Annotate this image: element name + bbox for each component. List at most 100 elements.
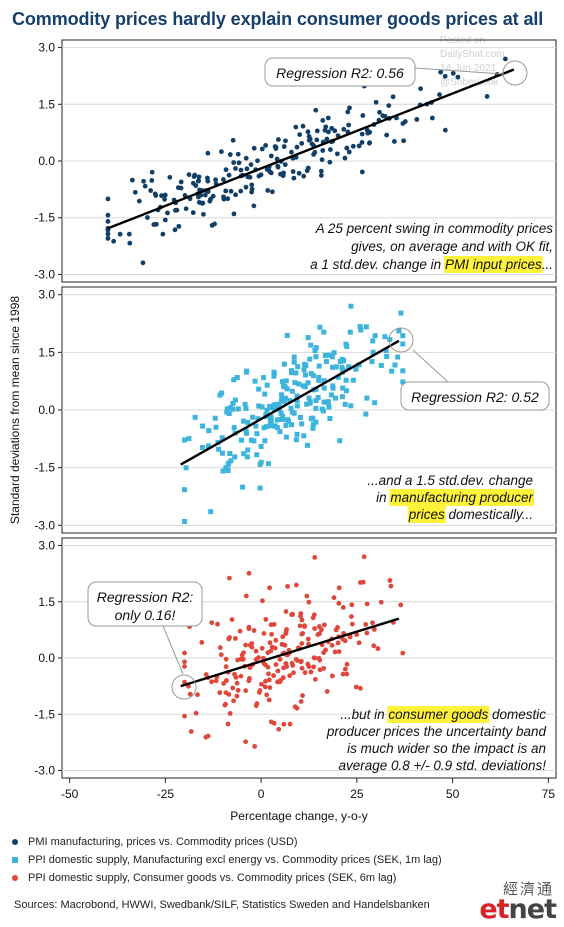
data-point <box>343 341 349 347</box>
data-point <box>276 726 282 732</box>
data-point <box>289 660 295 666</box>
data-point <box>225 462 231 468</box>
data-point <box>313 405 319 411</box>
data-point <box>220 468 226 474</box>
data-point <box>382 334 388 340</box>
data-point <box>111 238 117 244</box>
data-point <box>225 196 231 202</box>
data-point <box>209 222 215 228</box>
data-point <box>313 419 319 425</box>
data-point <box>336 585 342 591</box>
data-point <box>218 652 224 658</box>
data-point <box>223 656 229 662</box>
data-point <box>364 630 370 636</box>
data-point <box>260 598 265 604</box>
data-point <box>223 465 229 471</box>
data-point <box>186 436 192 442</box>
data-point <box>243 688 249 694</box>
data-point <box>299 140 305 146</box>
data-point <box>182 487 188 493</box>
data-point <box>196 178 202 184</box>
data-point <box>337 358 343 364</box>
data-point <box>245 447 251 453</box>
data-point <box>267 640 273 646</box>
data-point <box>172 227 178 233</box>
data-point <box>329 673 335 679</box>
data-point <box>235 657 241 663</box>
data-point <box>313 386 319 392</box>
data-point <box>437 92 442 98</box>
data-point <box>243 405 249 411</box>
data-point <box>244 166 250 172</box>
data-point <box>359 169 365 175</box>
data-point <box>105 231 111 237</box>
data-point <box>299 641 305 646</box>
data-point <box>191 174 197 179</box>
data-point <box>335 374 341 380</box>
y-tick-label: -1.5 <box>34 461 55 475</box>
data-point <box>390 94 396 100</box>
y-tick-label: -3.0 <box>34 267 55 281</box>
data-point <box>339 364 345 370</box>
data-point <box>105 219 111 224</box>
callout-connector <box>412 349 449 383</box>
data-point <box>229 617 235 622</box>
data-point <box>383 348 389 354</box>
data-point <box>227 575 232 581</box>
x-tick-label: -50 <box>61 787 79 801</box>
data-point <box>253 657 259 662</box>
text-highlight <box>387 706 490 723</box>
data-point <box>308 342 314 348</box>
data-point <box>165 210 170 216</box>
data-point <box>294 398 300 404</box>
data-point <box>310 421 316 427</box>
data-point <box>258 172 264 178</box>
data-point <box>317 667 323 673</box>
data-point <box>319 406 325 412</box>
data-point <box>243 739 249 745</box>
data-point <box>319 157 325 163</box>
data-point <box>332 395 338 401</box>
data-point <box>226 692 232 697</box>
data-point <box>261 631 267 636</box>
data-point <box>269 189 275 195</box>
data-point <box>275 163 281 169</box>
data-point <box>268 153 274 159</box>
data-point <box>240 418 246 424</box>
data-point <box>259 645 265 651</box>
data-point <box>162 217 168 223</box>
data-point <box>293 124 299 130</box>
data-point <box>283 434 289 440</box>
data-point <box>243 642 248 648</box>
data-point <box>305 335 311 341</box>
data-point <box>226 172 232 178</box>
data-point <box>259 681 264 687</box>
x-tick-label: 25 <box>350 787 364 801</box>
data-point <box>231 425 237 431</box>
annotation-text: in manufacturing producer <box>376 490 533 505</box>
data-point <box>388 583 394 589</box>
data-point <box>429 115 435 121</box>
data-point <box>175 185 181 191</box>
data-point <box>350 143 356 149</box>
data-point <box>339 394 345 400</box>
data-point <box>243 593 249 599</box>
data-point <box>306 133 312 139</box>
data-point <box>316 377 322 383</box>
data-point <box>160 231 166 237</box>
data-point <box>442 127 448 133</box>
data-point <box>232 454 238 460</box>
data-point <box>193 710 199 716</box>
data-point <box>363 622 369 627</box>
data-point <box>342 401 348 407</box>
data-point <box>314 137 320 143</box>
data-point <box>345 109 351 115</box>
data-point <box>455 74 461 80</box>
data-point <box>243 155 249 161</box>
data-point <box>347 105 352 111</box>
data-point <box>327 147 333 152</box>
data-point <box>299 421 305 427</box>
data-point <box>349 614 354 619</box>
legend-item: PPI domestic supply, Consumer goods vs. … <box>12 869 442 887</box>
data-point <box>333 627 339 633</box>
